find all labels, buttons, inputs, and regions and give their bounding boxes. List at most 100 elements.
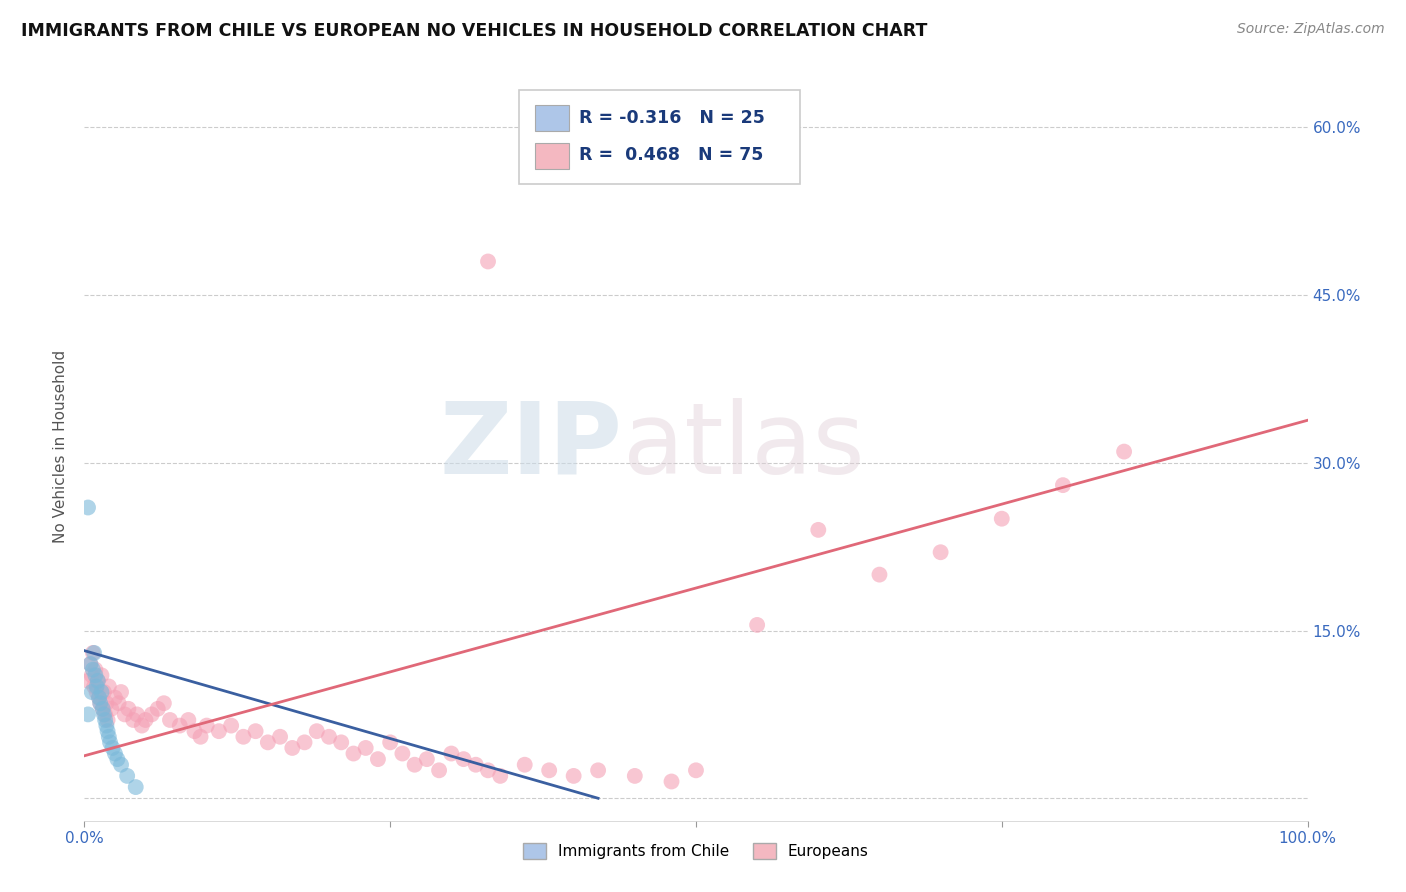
Point — [110, 757, 132, 772]
Point — [84, 668, 107, 682]
Text: R =  0.468   N = 75: R = 0.468 N = 75 — [578, 146, 763, 164]
Point — [195, 718, 218, 732]
Point — [404, 757, 426, 772]
Point — [97, 713, 120, 727]
Point — [135, 713, 157, 727]
Point — [97, 680, 120, 694]
Point — [89, 696, 111, 710]
Point — [177, 713, 200, 727]
Point — [79, 657, 101, 671]
Point — [125, 780, 148, 794]
Point — [122, 713, 145, 727]
Point — [82, 646, 104, 660]
Point — [190, 730, 212, 744]
Point — [125, 707, 148, 722]
Point — [86, 680, 108, 694]
Point — [93, 707, 115, 722]
Point — [159, 713, 181, 727]
Point — [305, 724, 328, 739]
Point — [89, 696, 111, 710]
Point — [232, 730, 254, 744]
Point — [586, 764, 609, 778]
Point — [245, 724, 267, 739]
Point — [87, 673, 110, 688]
Point — [80, 668, 103, 682]
Point — [513, 757, 536, 772]
Point — [146, 702, 169, 716]
Point — [464, 757, 486, 772]
Point — [1114, 444, 1136, 458]
Text: atlas: atlas — [623, 398, 865, 494]
Point — [807, 523, 830, 537]
Point — [93, 685, 115, 699]
Bar — [534, 105, 569, 131]
Text: IMMIGRANTS FROM CHILE VS EUROPEAN NO VEHICLES IN HOUSEHOLD CORRELATION CHART: IMMIGRANTS FROM CHILE VS EUROPEAN NO VEH… — [21, 22, 928, 40]
Point — [114, 707, 136, 722]
Point — [91, 702, 114, 716]
Point — [131, 718, 153, 732]
Point — [100, 702, 122, 716]
Point — [107, 696, 129, 710]
Point — [380, 735, 402, 749]
Point — [79, 657, 101, 671]
Point — [318, 730, 340, 744]
Point — [747, 618, 769, 632]
Point — [219, 718, 242, 732]
Point — [94, 707, 117, 722]
Point — [101, 741, 124, 756]
Point — [257, 735, 280, 749]
Point — [97, 730, 120, 744]
Point — [104, 747, 127, 761]
Point — [110, 685, 132, 699]
Point — [440, 747, 463, 761]
Point — [269, 730, 291, 744]
Point — [80, 685, 103, 699]
Point — [294, 735, 316, 749]
Point — [330, 735, 353, 749]
Point — [477, 254, 499, 268]
FancyBboxPatch shape — [519, 90, 800, 184]
Legend: Immigrants from Chile, Europeans: Immigrants from Chile, Europeans — [517, 838, 875, 865]
Point — [90, 668, 112, 682]
Point — [77, 500, 100, 515]
Point — [169, 718, 191, 732]
Point — [183, 724, 205, 739]
Point — [84, 663, 107, 677]
Point — [354, 741, 377, 756]
Text: R = -0.316   N = 25: R = -0.316 N = 25 — [578, 109, 765, 127]
Point — [94, 713, 117, 727]
Point — [86, 685, 108, 699]
Point — [105, 752, 128, 766]
Text: Source: ZipAtlas.com: Source: ZipAtlas.com — [1237, 22, 1385, 37]
Text: ZIP: ZIP — [440, 398, 623, 494]
Y-axis label: No Vehicles in Household: No Vehicles in Household — [53, 350, 69, 542]
Point — [661, 774, 683, 789]
Point — [416, 752, 439, 766]
Point — [96, 696, 118, 710]
Point — [97, 724, 120, 739]
Point — [91, 702, 114, 716]
Point — [453, 752, 475, 766]
Point — [87, 690, 110, 705]
Point — [342, 747, 364, 761]
Point — [96, 718, 118, 732]
Point — [367, 752, 389, 766]
Point — [869, 567, 891, 582]
Point — [82, 663, 104, 677]
Point — [489, 769, 512, 783]
Point — [929, 545, 952, 559]
Point — [90, 685, 112, 699]
Point — [391, 747, 413, 761]
Point — [98, 735, 121, 749]
Point — [281, 741, 304, 756]
Point — [624, 769, 647, 783]
Bar — [534, 143, 569, 169]
Point — [87, 673, 110, 688]
Point — [104, 690, 127, 705]
Point — [562, 769, 585, 783]
Point — [87, 690, 110, 705]
Point — [77, 707, 100, 722]
Point — [83, 680, 105, 694]
Point — [117, 702, 139, 716]
Point — [208, 724, 231, 739]
